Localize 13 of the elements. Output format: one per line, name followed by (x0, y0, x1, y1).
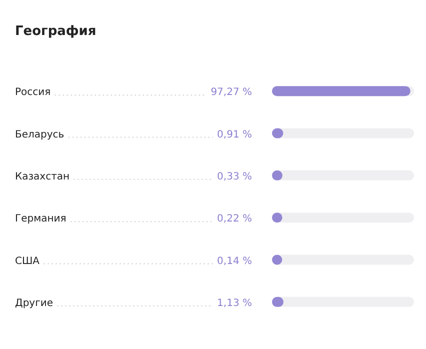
data-label: 0,91 % (217, 129, 252, 140)
data-label: 0,22 % (217, 214, 252, 225)
data-label: 1,13 % (217, 298, 252, 309)
y-tick-label: США (15, 256, 40, 267)
data-label: 0,14 % (217, 256, 252, 267)
text: География (15, 24, 96, 39)
y-tick-label: Россия (15, 87, 51, 98)
y-tick-label: Беларусь (15, 129, 64, 140)
y-tick-label: Казахстан (15, 171, 70, 182)
y-tick-label: Другие (15, 298, 53, 309)
data-label: 97,27 % (210, 87, 252, 98)
y-tick-label: Германия (15, 214, 66, 225)
data-label: 0,33 % (217, 171, 252, 182)
